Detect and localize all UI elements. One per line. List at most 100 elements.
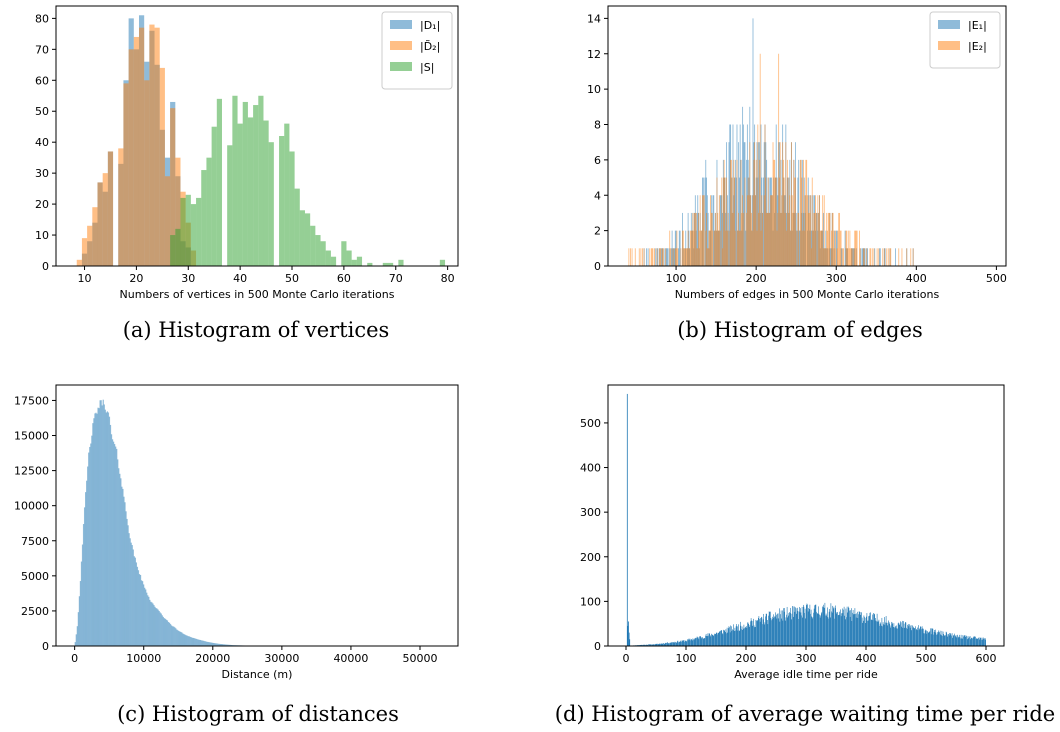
histogram-bar bbox=[110, 434, 113, 646]
histogram-bar bbox=[742, 124, 744, 266]
histogram-bar bbox=[222, 644, 225, 646]
histogram-bar bbox=[330, 256, 337, 266]
series-1 bbox=[628, 53, 914, 267]
histogram-bar bbox=[688, 248, 690, 266]
histogram-bar bbox=[764, 622, 766, 646]
histogram-bar bbox=[80, 561, 83, 646]
histogram-bar bbox=[258, 95, 264, 266]
histogram-bar bbox=[824, 602, 826, 646]
histogram-bar bbox=[227, 644, 230, 646]
histogram-bar bbox=[828, 212, 830, 266]
histogram-bar bbox=[710, 636, 712, 646]
histogram-bar bbox=[831, 212, 833, 266]
histogram-bar bbox=[217, 643, 219, 646]
histogram-bar bbox=[151, 602, 153, 646]
histogram-bar bbox=[707, 248, 709, 266]
histogram-bar bbox=[799, 607, 800, 646]
histogram-bar bbox=[926, 633, 928, 646]
histogram-bar bbox=[773, 614, 774, 646]
histogram-bar bbox=[860, 614, 861, 646]
histogram-bar bbox=[197, 639, 200, 646]
histogram-bar bbox=[770, 611, 771, 646]
histogram-bar bbox=[688, 638, 689, 646]
histogram-bar bbox=[758, 159, 760, 266]
histogram-bar bbox=[806, 603, 808, 646]
histogram-bar bbox=[702, 637, 703, 646]
histogram-bar bbox=[687, 639, 688, 646]
histogram-bar bbox=[121, 486, 123, 646]
histogram-bar bbox=[983, 637, 984, 646]
histogram-bar bbox=[909, 624, 910, 646]
histogram-bar bbox=[671, 642, 672, 646]
histogram-bar bbox=[232, 95, 238, 266]
histogram-bar bbox=[843, 609, 844, 646]
histogram-bar bbox=[699, 636, 701, 646]
histogram-bar bbox=[795, 230, 797, 266]
histogram-bar bbox=[108, 416, 111, 646]
histogram-bar bbox=[778, 53, 780, 267]
histogram-bar bbox=[105, 412, 107, 646]
histogram-bar bbox=[723, 159, 725, 266]
histogram-bar bbox=[840, 609, 841, 646]
histogram-bar bbox=[729, 627, 730, 646]
histogram-bar bbox=[649, 644, 650, 646]
x-tick-label: 300 bbox=[796, 652, 817, 665]
histogram-bar bbox=[848, 248, 850, 266]
histogram-bar bbox=[683, 640, 684, 646]
histogram-bar bbox=[701, 638, 702, 646]
histogram-bar bbox=[289, 151, 295, 266]
histogram-bar bbox=[804, 608, 806, 646]
histogram-bar bbox=[162, 616, 164, 646]
histogram-bar bbox=[177, 630, 179, 646]
histogram-bar bbox=[871, 619, 872, 646]
histogram-bar bbox=[858, 611, 860, 646]
histogram-bar bbox=[725, 230, 727, 266]
histogram-bar bbox=[646, 644, 647, 646]
histogram-bar bbox=[710, 635, 711, 646]
histogram-bar bbox=[728, 628, 729, 646]
histogram-bar bbox=[727, 212, 729, 266]
histogram-bar bbox=[729, 632, 731, 646]
histogram-bar bbox=[727, 632, 728, 646]
x-tick-label: 0 bbox=[623, 652, 630, 665]
histogram-bar bbox=[879, 248, 881, 266]
histogram-bar bbox=[133, 556, 135, 646]
histogram-bar bbox=[140, 580, 143, 646]
x-tick-label: 20 bbox=[129, 272, 143, 285]
histogram-bar bbox=[675, 248, 677, 266]
histogram-bar bbox=[294, 188, 300, 266]
histogram-bar bbox=[935, 632, 937, 646]
histogram-bar bbox=[762, 619, 764, 646]
histogram-bar bbox=[202, 640, 204, 646]
histogram-bar bbox=[713, 634, 715, 646]
histogram-bar bbox=[845, 619, 846, 646]
histogram-bar bbox=[81, 238, 88, 266]
histogram-bar bbox=[914, 627, 916, 646]
histogram-bar bbox=[819, 195, 820, 266]
histogram-bar bbox=[939, 632, 940, 646]
histogram-bar bbox=[128, 533, 130, 646]
histogram-bar bbox=[190, 637, 192, 646]
histogram-bar bbox=[705, 230, 707, 266]
histogram-bar bbox=[192, 637, 194, 646]
histogram-bar bbox=[912, 627, 914, 646]
histogram-bar bbox=[90, 443, 92, 646]
histogram-bar bbox=[925, 629, 926, 646]
histogram-bar bbox=[196, 639, 199, 646]
histogram-bar bbox=[738, 624, 739, 646]
histogram-bar bbox=[691, 230, 693, 266]
histogram-bar bbox=[181, 632, 183, 646]
histogram-bar bbox=[874, 613, 875, 646]
y-tick-label: 20 bbox=[35, 198, 49, 211]
histogram-bar bbox=[714, 633, 715, 646]
histogram-bar bbox=[832, 212, 834, 266]
x-tick-label: 30 bbox=[181, 272, 195, 285]
histogram-bar bbox=[836, 248, 838, 266]
histogram-bar bbox=[920, 626, 922, 646]
histogram-bar bbox=[892, 622, 893, 646]
histogram-bar bbox=[978, 637, 979, 646]
histogram-bar bbox=[955, 636, 956, 646]
histogram-bar bbox=[942, 631, 944, 646]
histogram-bar bbox=[839, 611, 840, 646]
histogram-bar bbox=[765, 616, 766, 646]
